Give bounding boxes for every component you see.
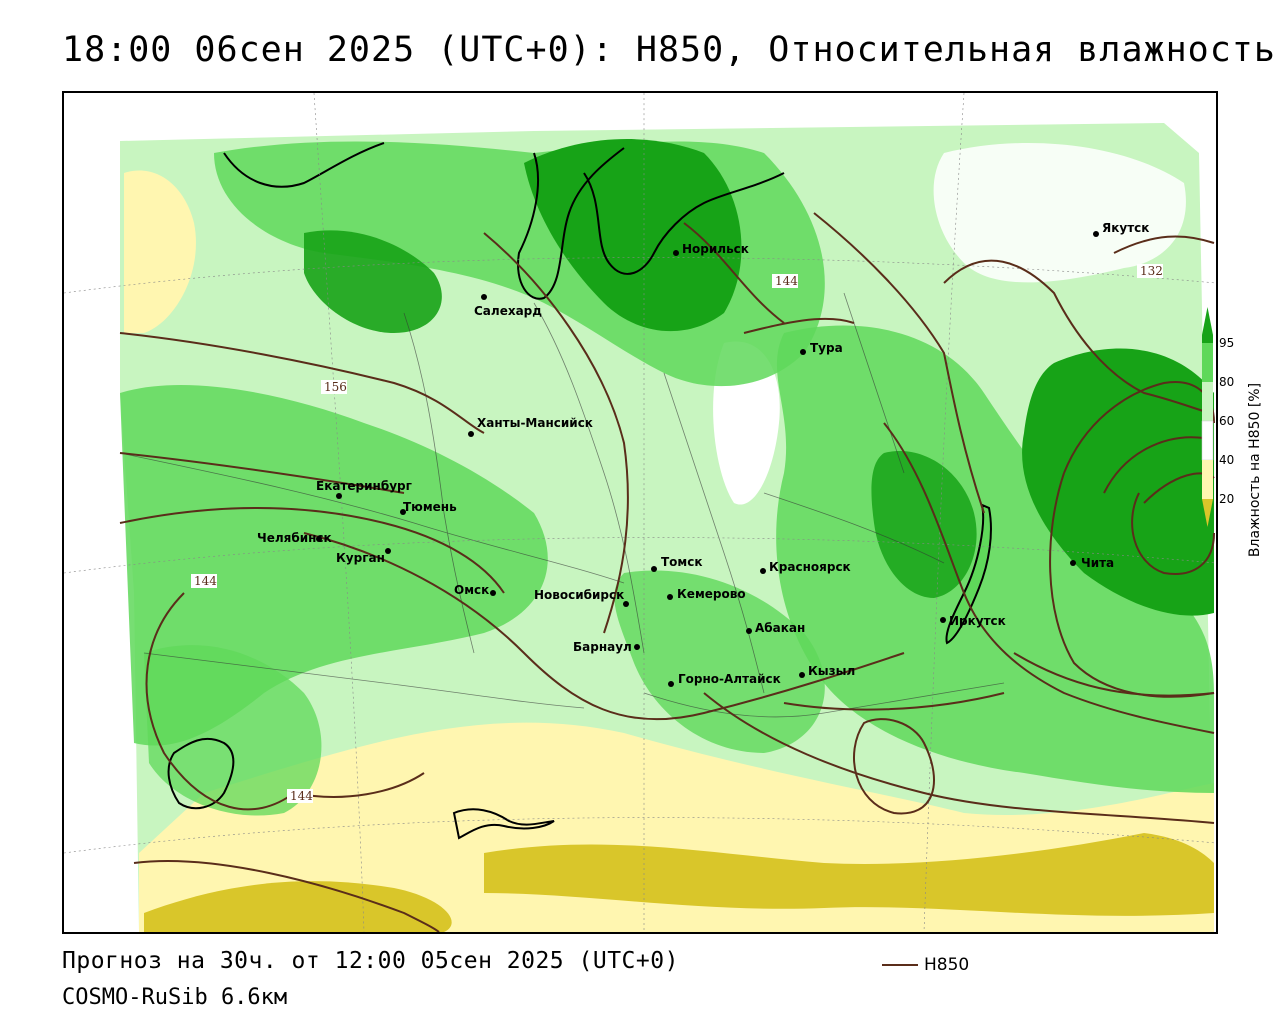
city-marker xyxy=(667,594,673,600)
city-label-irkutsk[interactable]: Иркутск xyxy=(949,614,1006,628)
caspian-sea-outline xyxy=(167,737,235,810)
coastline-yamal xyxy=(517,147,625,300)
contour-label: 156 xyxy=(324,380,347,394)
city-label-norilsk[interactable]: Норильск xyxy=(682,242,749,256)
h850-contours xyxy=(119,212,1215,932)
city-label-kyzyl[interactable]: Кызыл xyxy=(808,664,855,678)
city-marker xyxy=(940,617,946,623)
humidity-map[interactable]: 144 132 156 144 144 Якутск Норильск Сале… xyxy=(62,91,1218,934)
city-label-abakan[interactable]: Абакан xyxy=(755,621,805,635)
coastline-kola xyxy=(223,142,385,188)
colorbar-tick: 20 xyxy=(1219,492,1234,506)
colorbar-segment xyxy=(1202,382,1213,421)
city-label-barnaul[interactable]: Барнаул xyxy=(573,640,632,654)
city-marker xyxy=(336,493,342,499)
city-marker xyxy=(490,590,496,596)
city-marker xyxy=(623,601,629,607)
humidity-colorbar: 95 80 60 40 20 xyxy=(1201,307,1234,527)
city-label-yekaterinburg[interactable]: Екатеринбург xyxy=(316,479,412,493)
very-wet-northwest xyxy=(304,230,442,333)
colorbar-bottom-arrow xyxy=(1202,499,1213,527)
map-canvas: 144 132 156 144 144 Якутск Норильск Сале… xyxy=(64,93,1216,932)
colorbar-tick: 40 xyxy=(1219,453,1234,467)
city-marker xyxy=(746,628,752,634)
coastline-taimyr xyxy=(583,172,785,275)
wet-zone-south-central xyxy=(614,570,825,753)
city-label-tomsk[interactable]: Томск xyxy=(661,555,703,569)
city-marker xyxy=(1070,560,1076,566)
very-wet-east xyxy=(871,451,977,598)
contour-legend-line xyxy=(882,964,918,966)
contour-legend: H850 xyxy=(882,955,969,975)
contour-legend-label: H850 xyxy=(924,955,970,975)
region-borders xyxy=(119,292,1005,718)
city-marker xyxy=(651,566,657,572)
city-marker xyxy=(760,568,766,574)
colorbar-title-text: Влажность на H850 [%] xyxy=(1247,382,1263,558)
city-label-chelyabinsk[interactable]: Челябинск xyxy=(257,531,332,545)
city-label-khanty-mansiysk[interactable]: Ханты-Мансийск xyxy=(477,416,593,430)
wet-zone-east xyxy=(776,325,1214,793)
colorbar-tick: 60 xyxy=(1219,414,1234,428)
city-marker xyxy=(668,681,674,687)
forecast-run-info: Прогноз на 30ч. от 12:00 05сен 2025 (UTC… xyxy=(62,948,679,974)
city-markers: Якутск Норильск Салехард Тура Ханты-Манс… xyxy=(257,221,1149,687)
city-label-gorno-altaysk[interactable]: Горно-Алтайск xyxy=(678,672,781,686)
city-marker xyxy=(400,509,406,515)
very-dry-zone xyxy=(484,833,1214,916)
city-marker xyxy=(799,672,805,678)
colorbar-segment xyxy=(1202,335,1213,343)
dry-zone-northwest xyxy=(124,170,196,333)
colorbar-tick: 95 xyxy=(1219,336,1234,350)
contour-label: 144 xyxy=(194,574,217,588)
city-label-chita[interactable]: Чита xyxy=(1081,556,1114,570)
graticule xyxy=(64,93,1216,932)
lake-baikal xyxy=(945,503,992,645)
lake-balkhash xyxy=(452,808,555,840)
colorbar-title: Влажность на H850 [%] xyxy=(1245,350,1265,590)
city-marker xyxy=(468,431,474,437)
city-label-novosibirsk[interactable]: Новосибирск xyxy=(534,588,624,602)
city-label-salekhard[interactable]: Салехард xyxy=(474,304,542,318)
very-wet-north xyxy=(524,139,742,332)
contour-labels: 144 132 156 144 144 xyxy=(191,264,1163,803)
city-marker xyxy=(673,250,679,256)
very-wet-cyclone xyxy=(1022,348,1214,616)
city-label-yakutsk[interactable]: Якутск xyxy=(1102,221,1149,235)
contour-label: 144 xyxy=(775,274,798,288)
city-marker xyxy=(481,294,487,300)
city-marker xyxy=(800,349,806,355)
contour-label: 144 xyxy=(290,789,313,803)
colorbar-segment xyxy=(1202,343,1213,382)
city-marker xyxy=(385,548,391,554)
city-label-tura[interactable]: Тура xyxy=(810,341,843,355)
city-label-kurgan[interactable]: Курган xyxy=(336,551,385,565)
very-dry-zone-west xyxy=(144,881,452,932)
map-title: 18:00 06сен 2025 (UTC+0): H850, Относите… xyxy=(62,30,1276,70)
colorbar-top-arrow xyxy=(1202,307,1213,335)
city-label-tyumen[interactable]: Тюмень xyxy=(403,500,457,514)
city-marker xyxy=(1093,231,1099,237)
city-marker xyxy=(634,644,640,650)
city-label-krasnoyarsk[interactable]: Красноярск xyxy=(769,560,851,574)
city-marker xyxy=(316,536,322,542)
city-label-omsk[interactable]: Омск xyxy=(454,583,489,597)
wet-zone-southwest xyxy=(144,645,322,816)
contour-label: 132 xyxy=(1140,264,1163,278)
colorbar-tick: 80 xyxy=(1219,375,1234,389)
dry-patch-northeast xyxy=(933,143,1186,283)
city-label-kemerovo[interactable]: Кемерово xyxy=(677,587,746,601)
colorbar-segment xyxy=(1201,420,1214,461)
model-name: COSMO-RuSib 6.6км xyxy=(62,985,288,1010)
colorbar-segment xyxy=(1202,460,1213,499)
